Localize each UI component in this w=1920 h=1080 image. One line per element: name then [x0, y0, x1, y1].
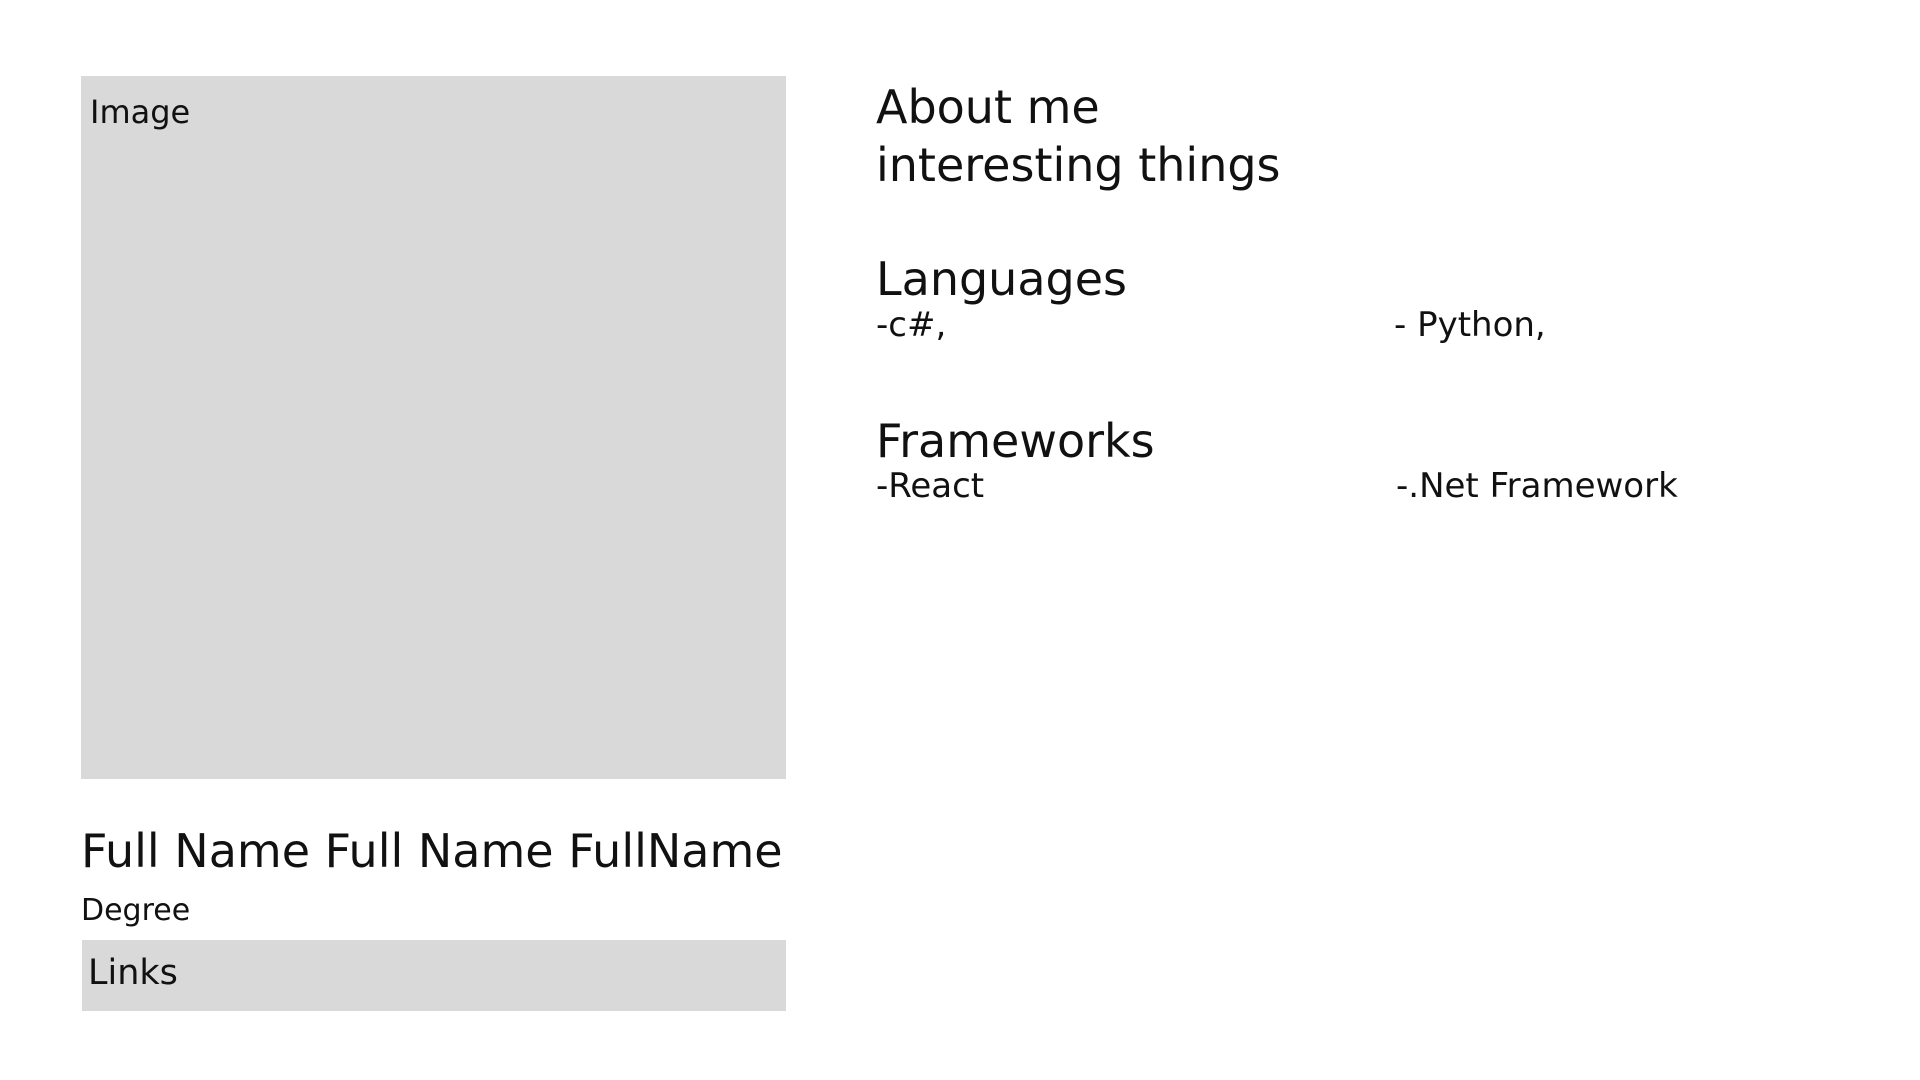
- about-me-heading: About me: [876, 80, 1100, 134]
- language-item-csharp: -c#,: [876, 305, 947, 345]
- about-me-text: interesting things: [876, 138, 1281, 192]
- framework-item-dotnet: -.Net Framework: [1396, 466, 1678, 506]
- framework-item-react: -React: [876, 466, 985, 506]
- degree: Degree: [81, 893, 191, 928]
- profile-image-placeholder: Image: [81, 76, 786, 779]
- links-label: Links: [88, 953, 178, 993]
- frameworks-heading: Frameworks: [876, 414, 1155, 468]
- image-placeholder-label: Image: [90, 93, 191, 131]
- language-item-python: - Python,: [1394, 305, 1546, 345]
- languages-heading: Languages: [876, 252, 1127, 306]
- full-name: Full Name Full Name FullName: [81, 824, 783, 878]
- links-bar[interactable]: Links: [82, 940, 786, 1011]
